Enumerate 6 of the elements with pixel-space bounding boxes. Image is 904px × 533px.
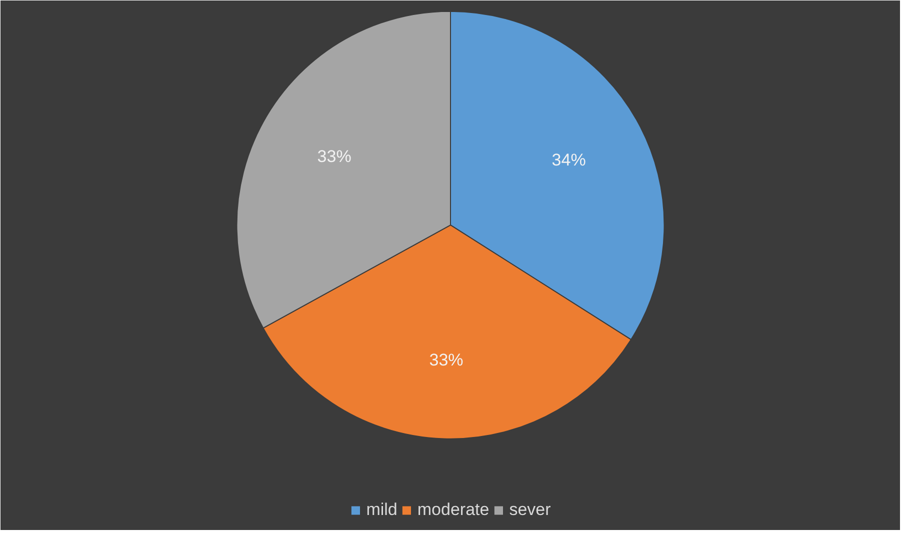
data-label: 33% — [317, 146, 352, 166]
data-label: 34% — [552, 150, 586, 170]
legend-label: mild — [366, 500, 398, 520]
data-label: 33% — [429, 350, 464, 370]
legend-label: moderate — [417, 500, 490, 520]
legend-label: sever — [509, 500, 551, 520]
